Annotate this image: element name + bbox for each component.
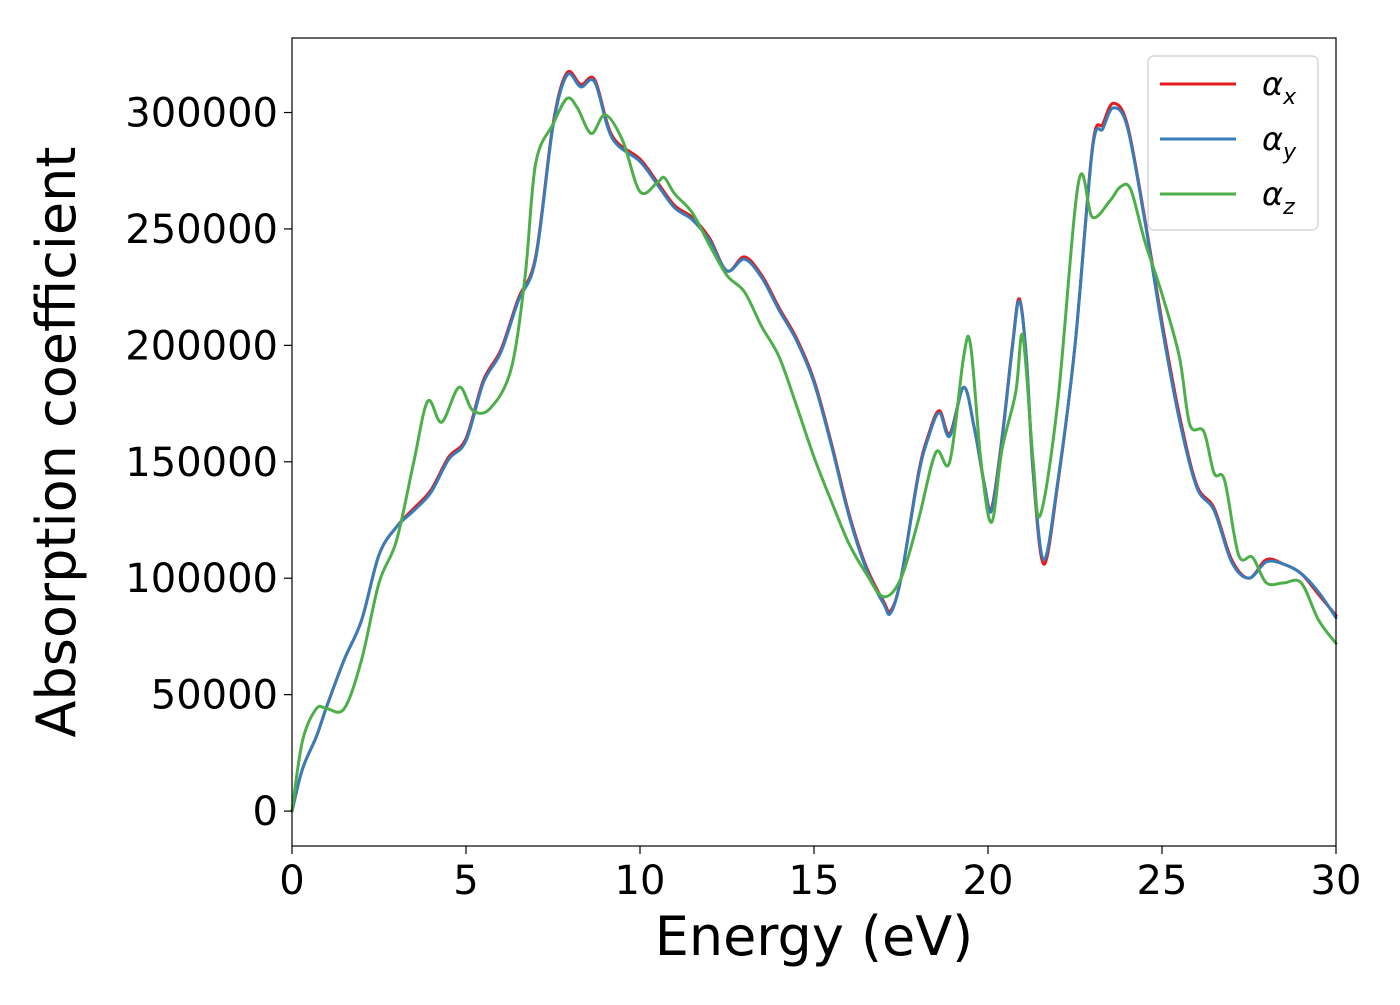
y-tick-label: 300000	[125, 91, 278, 137]
x-tick-label: 30	[1311, 858, 1362, 904]
legend-label-x: αx	[1262, 65, 1297, 110]
x-tick-label: 20	[963, 858, 1014, 904]
series-layer	[290, 69, 1338, 813]
legend-label-y: αy	[1262, 120, 1297, 165]
x-tick-label: 5	[453, 858, 478, 904]
y-tick-label: 250000	[125, 207, 278, 253]
y-tick-label: 0	[253, 789, 278, 835]
y-tick-label: 100000	[125, 556, 278, 602]
y-tick-label: 150000	[125, 440, 278, 486]
x-tick-label: 25	[1137, 858, 1188, 904]
legend: αx αy αz	[1147, 55, 1319, 231]
legend-box	[1147, 55, 1319, 231]
y-tick-label: 200000	[125, 323, 278, 369]
x-axis-title: Energy (eV)	[655, 905, 974, 968]
y-axis-ticks: 0 50000 100000 150000 200000 250000 300000	[125, 91, 292, 835]
x-axis-ticks: 0 5 10 15 20 25 30	[279, 846, 1361, 904]
y-tick-label: 50000	[151, 673, 278, 719]
legend-label-z: αz	[1262, 175, 1295, 220]
x-tick-label: 10	[615, 858, 666, 904]
x-tick-label: 0	[279, 858, 304, 904]
series-line-y	[290, 72, 1338, 813]
series-line-z	[290, 96, 1338, 813]
x-tick-label: 15	[789, 858, 840, 904]
y-axis-title: Absorption coefficient	[25, 147, 88, 738]
